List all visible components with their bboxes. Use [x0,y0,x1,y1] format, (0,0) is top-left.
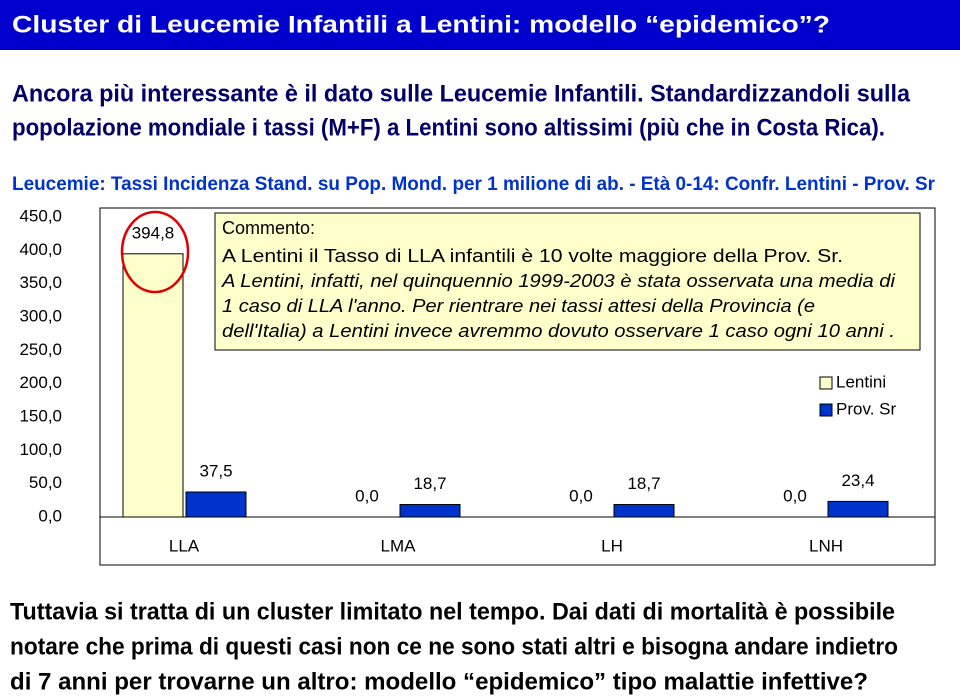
y-tick-label: 50,0 [29,473,62,492]
intro-line: popolazione mondiale i tassi (M+F) a Len… [12,114,885,141]
value-label: 18,7 [413,474,446,493]
intro-line: Ancora più interessante è il dato sulle … [12,80,911,107]
value-label: 0,0 [783,486,807,505]
x-tick-label: LLA [169,536,200,555]
bar [399,504,461,518]
x-tick-label: LH [601,536,623,555]
legend-label: Prov. Sr [836,399,896,418]
y-tick-label: 100,0 [19,440,62,459]
plot-frame [99,207,936,566]
y-tick-label: 300,0 [19,306,62,325]
value-label: 23,4 [841,471,874,490]
value-label: 0,0 [355,486,379,505]
footer-line: di 7 anni per trovarne un altro: modello… [10,668,868,695]
y-tick-label: 450,0 [19,206,62,225]
comment-line: A Lentini il Tasso di LLA infantili è 10… [222,246,843,266]
comment-heading: Commento: [222,218,315,238]
y-tick-label: 0,0 [38,506,62,525]
bar [122,253,184,518]
legend-swatch [819,376,833,390]
title-bar [0,0,960,50]
comment-line: A Lentini, infatti, nel quinquennio 1999… [221,271,896,291]
y-tick-label: 400,0 [19,240,62,259]
x-tick-label: LMA [381,536,417,555]
y-tick-label: 250,0 [19,340,62,359]
legend-swatch [819,403,833,417]
value-label: 394,8 [132,223,175,242]
legend-label: Lentini [836,372,886,391]
y-tick-label: 150,0 [19,406,62,425]
x-tick-label: LNH [809,536,843,555]
comment-line: dell'Italia) a Lentini invece avremmo do… [222,321,895,341]
comment-line: 1 caso di LLA l'anno. Per rientrare nei … [222,296,815,316]
value-label: 37,5 [199,461,232,480]
chart-title: Leucemie: Tassi Incidenza Stand. su Pop.… [12,174,936,195]
bar [185,491,247,518]
slide-title: Cluster di Leucemie Infantili a Lentini:… [12,11,830,38]
footer-line: Tuttavia si tratta di un cluster limitat… [10,598,895,625]
value-label: 18,7 [627,474,660,493]
y-tick-label: 200,0 [19,373,62,392]
value-label: 0,0 [569,486,593,505]
bar [827,500,889,518]
highlight-circle [120,210,190,294]
comment-box [214,212,921,351]
y-tick-label: 350,0 [19,273,62,292]
footer-line: notare che prima di questi casi non ce n… [10,633,898,660]
bar [613,504,675,518]
